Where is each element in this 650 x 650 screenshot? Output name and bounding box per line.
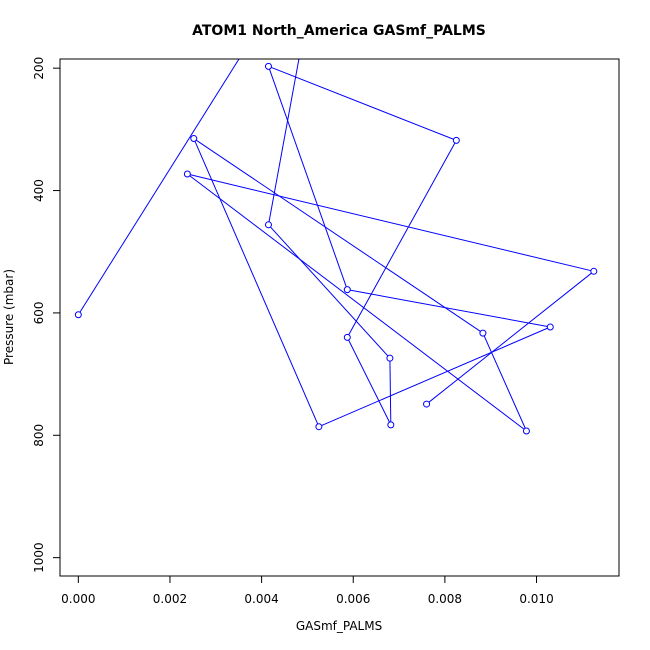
y-tick-label: 1000 (32, 542, 46, 573)
series-segment (193, 138, 320, 427)
data-point (590, 267, 598, 275)
series-segment (389, 358, 392, 425)
y-axis: 200 400 600 800 1000 (32, 57, 61, 573)
data-point (74, 311, 82, 319)
chart-title: ATOM1 North_America GASmf_PALMS (192, 23, 486, 39)
series-segment (426, 270, 595, 405)
data-point (387, 421, 395, 429)
data-point (452, 136, 460, 144)
series-points (74, 62, 598, 435)
series-segment (187, 173, 527, 432)
x-tick-label: 0.004 (244, 592, 278, 606)
x-tick-label: 0.008 (428, 592, 462, 606)
x-tick-label: 0.010 (519, 592, 553, 606)
series-segment (268, 65, 457, 141)
y-tick-label: 800 (32, 424, 46, 447)
data-point (522, 427, 530, 435)
series-segment (268, 224, 391, 359)
series-segment (318, 326, 551, 428)
series-segment (346, 337, 392, 426)
x-tick-label: 0.000 (61, 592, 95, 606)
x-axis-label: GASmf_PALMS (296, 619, 382, 633)
series-segment (346, 140, 457, 338)
data-point (264, 62, 272, 70)
series-segment (193, 138, 484, 334)
x-tick-label: 0.006 (336, 592, 370, 606)
data-point (386, 354, 394, 362)
series-lines (77, 59, 595, 432)
x-axis: 0.000 0.002 0.004 0.006 0.008 0.010 (61, 575, 554, 606)
data-point (264, 221, 272, 229)
data-point (343, 286, 351, 294)
y-tick-label: 600 (32, 301, 46, 324)
y-tick-label: 400 (32, 179, 46, 202)
series-segment (268, 66, 348, 290)
series-segment (482, 332, 527, 432)
data-point (479, 329, 487, 337)
data-point (423, 400, 431, 408)
series-segment (77, 59, 240, 316)
series-segment (347, 289, 551, 328)
series-segment (187, 173, 594, 272)
data-point (183, 170, 191, 178)
data-point (343, 333, 351, 341)
data-point (190, 135, 198, 143)
x-tick-label: 0.002 (153, 592, 187, 606)
y-axis-label: Pressure (mbar) (2, 269, 16, 365)
series-segment (267, 59, 300, 225)
y-tick-label: 200 (32, 57, 46, 80)
data-point (315, 423, 323, 431)
data-point (546, 323, 554, 331)
